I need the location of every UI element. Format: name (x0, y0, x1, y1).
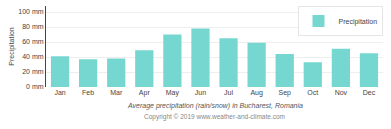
svg-text:Aug: Aug (250, 89, 263, 97)
svg-text:20 mm: 20 mm (22, 68, 44, 75)
svg-text:Copyright © 2019 www.weather-a: Copyright © 2019 www.weather-and-climate… (144, 113, 285, 121)
svg-text:40 mm: 40 mm (22, 53, 44, 60)
svg-text:Dec: Dec (363, 89, 376, 96)
svg-text:Feb: Feb (82, 89, 94, 96)
svg-text:Sep: Sep (278, 89, 291, 97)
svg-text:May: May (166, 89, 180, 97)
svg-text:Apr: Apr (139, 89, 151, 97)
svg-text:60 mm: 60 mm (22, 38, 44, 45)
svg-text:100 mm: 100 mm (18, 8, 43, 15)
svg-text:Average precipitation (rain/sn: Average precipitation (rain/snow) in Buc… (127, 102, 303, 110)
svg-text:Precipitation: Precipitation (8, 27, 16, 66)
svg-text:Nov: Nov (335, 89, 348, 96)
svg-text:80 mm: 80 mm (22, 23, 44, 30)
svg-text:Jan: Jan (54, 89, 65, 96)
svg-text:Oct: Oct (307, 89, 318, 96)
svg-text:Jun: Jun (195, 89, 206, 96)
svg-text:Mar: Mar (110, 89, 123, 96)
svg-text:Precipitation: Precipitation (339, 18, 378, 26)
svg-text:Jul: Jul (224, 89, 233, 96)
svg-text:0 mm: 0 mm (26, 83, 44, 90)
